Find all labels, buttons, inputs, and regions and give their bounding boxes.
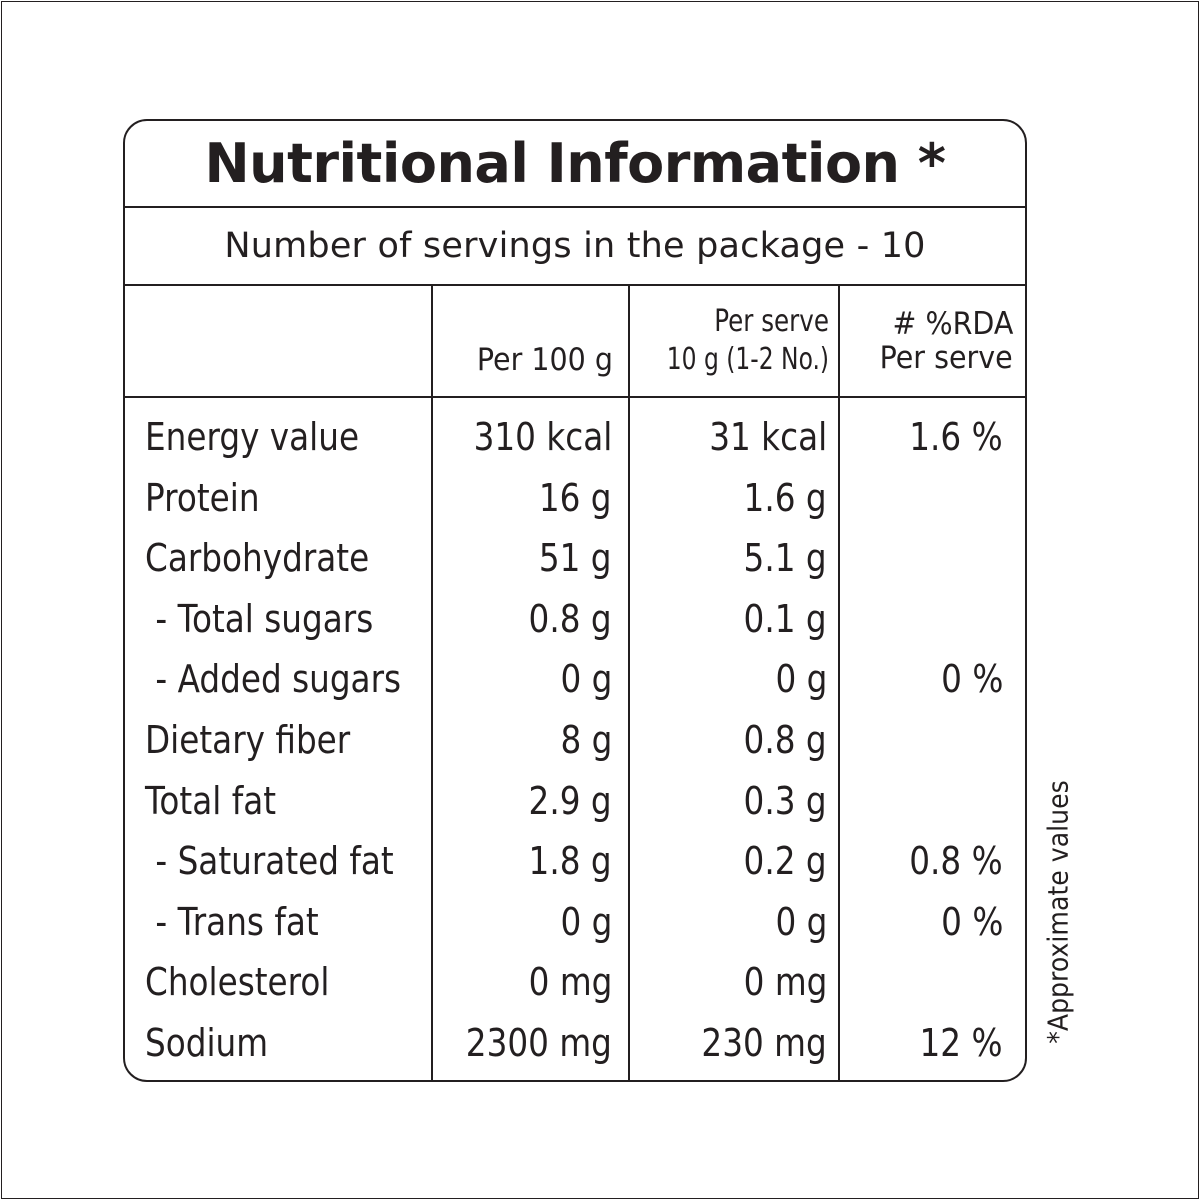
nutrient-name: Carbohydrate	[145, 536, 370, 581]
nutrient-name: Cholesterol	[145, 960, 330, 1005]
value-rda: 1.6 %	[909, 415, 1003, 459]
value-rda: 12 %	[919, 1021, 1003, 1065]
nutrient-row: - Total sugars 0.8 g 0.1 g	[125, 589, 1025, 649]
nutrient-row: Cholesterol 0 mg 0 mg	[125, 952, 1025, 1012]
nutrient-row: - Saturated fat 1.8 g 0.2 g 0.8 %	[125, 831, 1025, 891]
nutrition-label: Nutritional Information * Number of serv…	[123, 119, 1027, 1082]
value-rda: 0 %	[940, 657, 1003, 702]
nutrient-row: Dietary fiber 8 g 0.8 g	[125, 710, 1025, 770]
nutrient-name: - Trans fat	[145, 899, 319, 944]
value-per-serve: 0.1 g	[743, 596, 827, 641]
value-per-100g: 51 g	[539, 536, 612, 581]
nutrient-row: Protein 16 g 1.6 g	[125, 468, 1025, 528]
column-header-rda-per-serve: Per serve	[879, 340, 1013, 376]
servings-count: Number of servings in the package - 10	[125, 208, 1025, 286]
nutrient-name: - Saturated fat	[145, 839, 394, 884]
column-header-per-serve: Per serve	[714, 304, 829, 339]
value-per-100g: 1.8 g	[528, 839, 612, 884]
column-header-rda: # %RDA	[892, 306, 1013, 342]
value-per-serve: 0 g	[775, 657, 827, 702]
nutrient-name: Dietary fiber	[145, 718, 351, 762]
value-per-100g: 8 g	[560, 718, 612, 762]
nutrient-name: Energy value	[145, 415, 360, 459]
column-divider	[628, 286, 630, 1080]
nutrient-row: - Trans fat 0 g 0 g 0 %	[125, 892, 1025, 952]
footnote-text: *Approximate values	[1041, 780, 1075, 1044]
value-rda: 0 %	[940, 899, 1003, 944]
value-per-serve: 1.6 g	[743, 475, 827, 520]
value-per-serve: 230 mg	[701, 1021, 827, 1065]
label-title: Nutritional Information *	[125, 121, 1025, 208]
nutrient-name: Protein	[145, 475, 260, 520]
value-per-100g: 0.8 g	[528, 596, 612, 641]
nutrient-row: - Added sugars 0 g 0 g 0 %	[125, 649, 1025, 709]
nutrient-row: Energy value 310 kcal 31 kcal 1.6 %	[125, 407, 1025, 467]
nutrient-row: Sodium 2300 mg 230 mg 12 %	[125, 1013, 1025, 1073]
value-per-serve: 31 kcal	[709, 415, 827, 459]
value-per-100g: 16 g	[539, 475, 612, 520]
column-divider	[431, 286, 433, 1080]
value-per-serve: 0 g	[775, 899, 827, 944]
nutrient-name: - Total sugars	[145, 596, 374, 641]
value-per-serve: 0 mg	[743, 960, 827, 1005]
value-per-100g: 310 kcal	[473, 415, 612, 459]
value-per-100g: 0 g	[560, 899, 612, 944]
column-divider	[838, 286, 840, 1080]
value-per-serve: 0.2 g	[743, 839, 827, 884]
nutrient-name: Total fat	[145, 778, 277, 823]
value-per-serve: 0.3 g	[743, 778, 827, 823]
value-per-100g: 0 g	[560, 657, 612, 702]
nutrient-name: Sodium	[145, 1021, 269, 1065]
value-per-serve: 0.8 g	[743, 718, 827, 762]
nutrient-name: - Added sugars	[145, 657, 402, 702]
value-rda: 0.8 %	[909, 839, 1003, 884]
value-per-100g: 2.9 g	[528, 778, 612, 823]
value-per-serve: 5.1 g	[743, 536, 827, 581]
nutrient-row: Carbohydrate 51 g 5.1 g	[125, 528, 1025, 588]
footnote-approximate: *Approximate values	[1042, 766, 1075, 1059]
value-per-100g: 0 mg	[528, 960, 612, 1005]
column-header-per-100g: Per 100 g	[476, 342, 613, 378]
header-divider	[125, 396, 1025, 398]
nutrient-row: Total fat 2.9 g 0.3 g	[125, 771, 1025, 831]
column-header-serve-size: 10 g (1-2 No.)	[666, 342, 829, 377]
value-per-100g: 2300 mg	[465, 1021, 612, 1065]
